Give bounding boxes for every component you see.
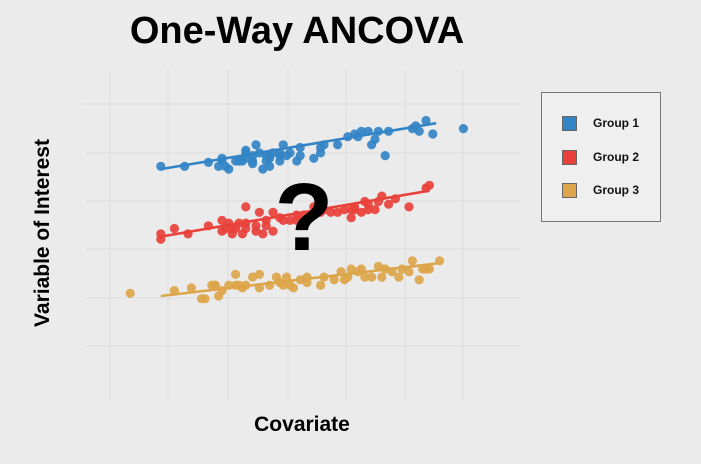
data-point [370, 205, 380, 215]
data-point [200, 294, 210, 304]
data-point [329, 275, 339, 285]
data-point [231, 269, 241, 279]
data-point [326, 207, 336, 217]
data-point [316, 280, 326, 290]
data-point [346, 213, 356, 223]
legend-item-group-3: Group 3 [562, 181, 639, 199]
series-3 [125, 256, 445, 304]
data-point [254, 207, 264, 217]
data-point [224, 164, 234, 174]
data-point [414, 275, 424, 285]
legend-swatch [562, 182, 577, 198]
data-point [407, 256, 417, 266]
data-point [356, 126, 366, 136]
data-marks [125, 115, 468, 304]
grid [85, 70, 520, 400]
data-point [285, 215, 295, 225]
trend-line [160, 189, 430, 238]
legend: Group 1 Group 2 Group 3 [541, 92, 661, 222]
data-point [424, 264, 434, 274]
data-point [339, 205, 349, 215]
series-2 [156, 180, 434, 244]
data-point [367, 272, 377, 282]
data-point [169, 223, 179, 234]
data-point [309, 153, 319, 163]
data-point [210, 280, 220, 290]
data-point [254, 269, 264, 279]
data-point [370, 134, 380, 144]
legend-label: Group 1 [593, 116, 640, 130]
trend-line [160, 262, 437, 298]
data-point [251, 221, 261, 231]
data-point [377, 272, 387, 282]
series-1 [156, 115, 468, 174]
legend-item-group-1: Group 1 [562, 114, 639, 132]
chart-title: One-Way ANCOVA [129, 10, 465, 52]
data-point [414, 126, 424, 136]
data-point [285, 148, 295, 158]
question-mark-annotation: ? [274, 164, 334, 271]
data-point [241, 202, 251, 212]
x-axis-label: Covariate [254, 413, 350, 436]
legend-label: Group 3 [593, 183, 640, 197]
data-point [186, 283, 196, 293]
data-point [295, 151, 305, 161]
legend-swatch [562, 149, 577, 165]
data-point [288, 283, 298, 293]
data-point [278, 215, 288, 225]
legend-label: Group 2 [593, 150, 640, 164]
data-point [404, 202, 414, 212]
y-axis-label: Variable of Interest [31, 139, 54, 327]
data-point [384, 199, 394, 209]
data-point [428, 129, 438, 139]
data-point [251, 140, 261, 150]
data-point [380, 151, 390, 161]
data-point [424, 180, 434, 190]
data-point [282, 272, 292, 282]
data-point [360, 272, 370, 282]
data-point [268, 207, 278, 217]
data-point [435, 256, 445, 266]
data-point [333, 140, 343, 150]
data-point [404, 267, 414, 277]
data-point [125, 288, 135, 298]
legend-item-group-2: Group 2 [562, 148, 639, 166]
data-point [458, 124, 468, 134]
trend-line [160, 121, 437, 171]
data-point [268, 226, 278, 236]
data-point [258, 229, 268, 239]
data-point [394, 272, 404, 282]
data-point [421, 115, 431, 126]
data-point [265, 161, 275, 171]
legend-swatch [562, 115, 577, 131]
